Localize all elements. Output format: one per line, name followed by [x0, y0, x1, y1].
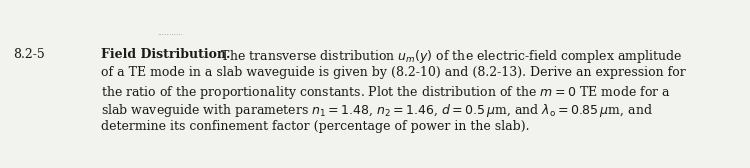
Text: of a TE mode in a slab waveguide is given by (8.2-10) and (8.2-13). Derive an ex: of a TE mode in a slab waveguide is give… — [101, 66, 686, 79]
Text: determine its confinement factor (percentage of power in the slab).: determine its confinement factor (percen… — [101, 120, 530, 133]
Text: 8.2-5: 8.2-5 — [13, 48, 45, 61]
Text: slab waveguide with parameters $n_1 = 1.48$, $n_2 = 1.46$, $d = 0.5\,\mu$m, and : slab waveguide with parameters $n_1 = 1.… — [101, 102, 653, 119]
Text: the ratio of the proportionality constants. Plot the distribution of the $m = 0$: the ratio of the proportionality constan… — [101, 84, 671, 101]
Text: ...........: ........... — [158, 29, 184, 37]
Text: The transverse distribution $u_m(y)$ of the electric-field complex amplitude: The transverse distribution $u_m(y)$ of … — [217, 48, 682, 65]
Text: Field Distribution.: Field Distribution. — [101, 48, 231, 61]
